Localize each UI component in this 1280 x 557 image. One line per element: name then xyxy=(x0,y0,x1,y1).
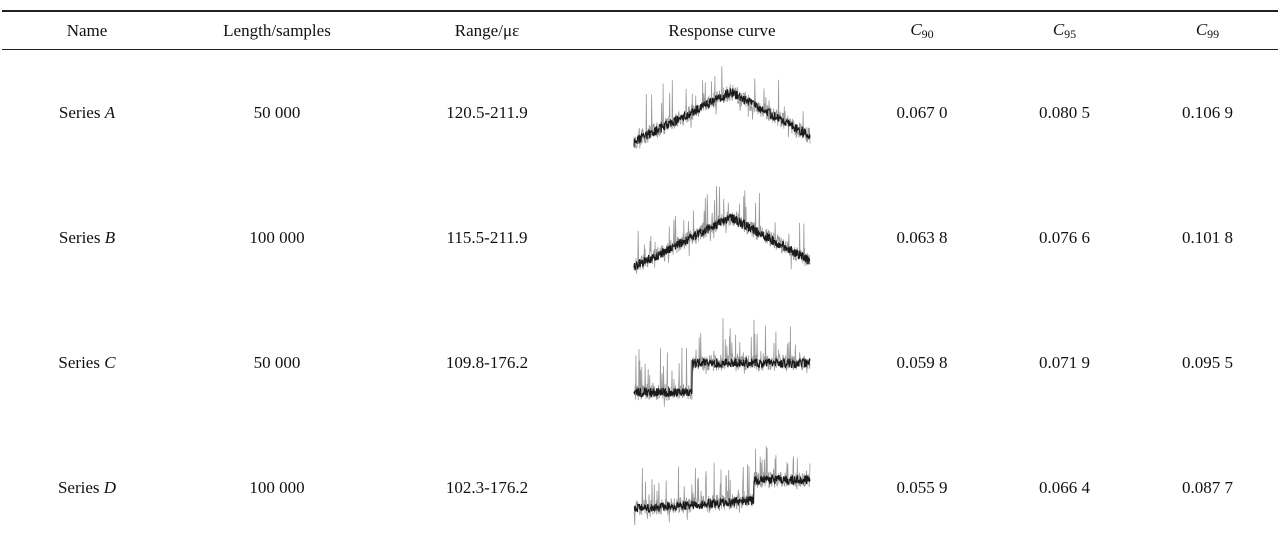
header-row: Name Length/samples Range/με Response cu… xyxy=(2,10,1278,50)
c95-cell: 0.076 6 xyxy=(1039,227,1090,247)
length-cell: 100 000 xyxy=(249,477,305,497)
range-cell: 115.5-211.9 xyxy=(446,227,528,247)
response-curve-cell xyxy=(592,300,852,425)
c90-cell: 0.055 9 xyxy=(896,477,948,497)
response-curve-trace-dark xyxy=(633,473,811,513)
response-curve-plot xyxy=(633,445,811,525)
length-cell: 50 000 xyxy=(253,102,301,122)
response-curve-cell xyxy=(592,50,852,176)
c95-cell: 0.066 4 xyxy=(1039,477,1090,497)
series-name-cell: Series D xyxy=(57,477,117,497)
series-name-cell: Series A xyxy=(58,102,116,122)
header-c99: C99 xyxy=(1137,10,1278,50)
series-name-cell: Series B xyxy=(58,227,116,247)
series-name-cell: Series C xyxy=(58,352,116,372)
length-cell: 50 000 xyxy=(253,352,301,372)
header-response-curve: Response curve xyxy=(592,10,852,50)
response-curve-plot xyxy=(633,65,811,149)
c95-cell: 0.080 5 xyxy=(1039,102,1090,122)
response-curve-trace-dark xyxy=(633,356,811,398)
range-cell: 120.5-211.9 xyxy=(446,102,528,122)
response-curve-trace-light xyxy=(633,65,811,149)
length-cell: 100 000 xyxy=(249,227,305,247)
results-table-container: Name Length/samples Range/με Response cu… xyxy=(2,10,1278,550)
header-length: Length/samples xyxy=(172,10,382,50)
table-row: Series D 100 000 102.3-176.2 0.055 9 0.0… xyxy=(2,425,1278,550)
header-c95: C95 xyxy=(992,10,1137,50)
response-curve-plot xyxy=(633,185,811,274)
table-row: Series B 100 000 115.5-211.9 0.063 8 0.0… xyxy=(2,175,1278,300)
results-table: Name Length/samples Range/με Response cu… xyxy=(2,10,1278,550)
response-curve-plot xyxy=(633,317,811,407)
response-curve-cell xyxy=(592,425,852,550)
header-range: Range/με xyxy=(382,10,592,50)
table-row: Series C 50 000 109.8-176.2 0.059 8 0.07… xyxy=(2,300,1278,425)
c90-cell: 0.067 0 xyxy=(896,102,948,122)
header-name: Name xyxy=(2,10,172,50)
c90-cell: 0.063 8 xyxy=(896,227,948,247)
response-curve-trace-dark xyxy=(633,87,811,147)
c99-cell: 0.101 8 xyxy=(1182,227,1233,247)
c90-cell: 0.059 8 xyxy=(896,352,948,372)
c99-cell: 0.087 7 xyxy=(1182,477,1233,497)
range-cell: 109.8-176.2 xyxy=(445,352,529,372)
c99-cell: 0.095 5 xyxy=(1182,352,1233,372)
response-curve-trace-light xyxy=(633,445,811,525)
table-row: Series A 50 000 120.5-211.9 0.067 0 0.08… xyxy=(2,50,1278,176)
header-c90: C90 xyxy=(852,10,992,50)
response-curve-trace-dark xyxy=(633,212,811,270)
range-cell: 102.3-176.2 xyxy=(445,477,529,497)
c99-cell: 0.106 9 xyxy=(1182,102,1233,122)
response-curve-cell xyxy=(592,175,852,300)
c95-cell: 0.071 9 xyxy=(1039,352,1090,372)
response-curve-trace-light xyxy=(633,185,811,274)
